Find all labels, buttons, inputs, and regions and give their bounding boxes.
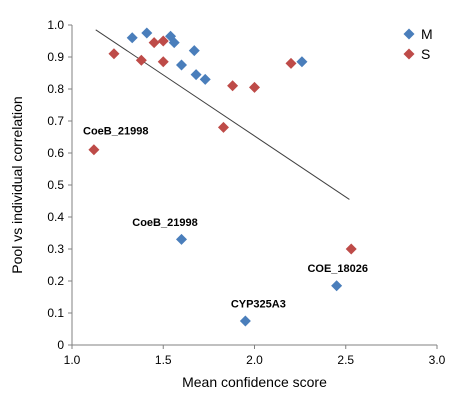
data-point-m [331, 280, 343, 292]
y-tick-label: 0.5 [47, 178, 64, 192]
axes: 0 0.1 0.2 0.3 0.4 0.5 0.6 0.7 0.8 0.9 1.0 1.0 1.5 2.0… [9, 18, 446, 390]
data-point-s [88, 144, 100, 156]
data-point-s [135, 54, 147, 66]
point-annotation: CoeB_21998 [132, 217, 197, 229]
trendline [95, 29, 350, 200]
y-tick-label: 0.1 [47, 306, 64, 320]
x-tick-label: 2.0 [246, 353, 263, 367]
data-point-m [168, 37, 180, 49]
data-point-m [296, 56, 308, 68]
legend-label: M [421, 26, 433, 42]
data-point-m [141, 27, 153, 39]
annotations: CoeB_21998 CoeB_21998 COE_18026 CYP325A3 [83, 126, 368, 311]
y-tick-label: 0.7 [47, 114, 64, 128]
y-tick-label: 0.4 [47, 210, 64, 224]
data-point-m [188, 45, 200, 57]
point-annotation: COE_18026 [307, 263, 368, 275]
data-point-m [199, 73, 211, 85]
data-point-m [190, 69, 202, 81]
data-point-s [108, 48, 120, 60]
data-points [88, 27, 357, 327]
data-point-s [157, 35, 169, 47]
y-axis-title: Pool vs individual correlation [9, 96, 25, 273]
y-tick-label: 0 [57, 338, 64, 352]
point-annotation: CoeB_21998 [83, 126, 148, 138]
data-point-s [148, 37, 160, 49]
x-tick-label: 3.0 [429, 353, 446, 367]
data-point-m [126, 32, 138, 44]
data-point-s [227, 80, 239, 92]
data-point-m [176, 233, 187, 245]
y-tick-label: 0.3 [47, 242, 64, 256]
x-tick-label: 1.0 [64, 353, 81, 367]
data-point-m [239, 315, 251, 327]
x-tick-label: 2.5 [337, 353, 354, 367]
legend: MS [403, 26, 433, 62]
data-point-m [176, 59, 187, 71]
data-point-s [249, 81, 260, 93]
x-axis-title: Mean confidence score [182, 374, 327, 390]
x-tick-label: 1.5 [155, 353, 172, 367]
y-tick-label: 0.9 [47, 50, 64, 64]
legend-marker-s [403, 48, 415, 60]
y-tick-label: 0.2 [47, 274, 64, 288]
data-point-s [217, 121, 229, 133]
y-tick-label: 0.8 [47, 82, 64, 96]
data-point-s [345, 243, 357, 255]
data-point-s [157, 56, 169, 68]
legend-label: S [421, 46, 430, 62]
data-point-s [285, 57, 297, 69]
point-annotation: CYP325A3 [231, 298, 286, 310]
y-tick-label: 1.0 [47, 18, 64, 32]
y-tick-label: 0.6 [47, 146, 64, 160]
legend-marker-m [403, 28, 415, 40]
trendline-layer [95, 29, 350, 200]
